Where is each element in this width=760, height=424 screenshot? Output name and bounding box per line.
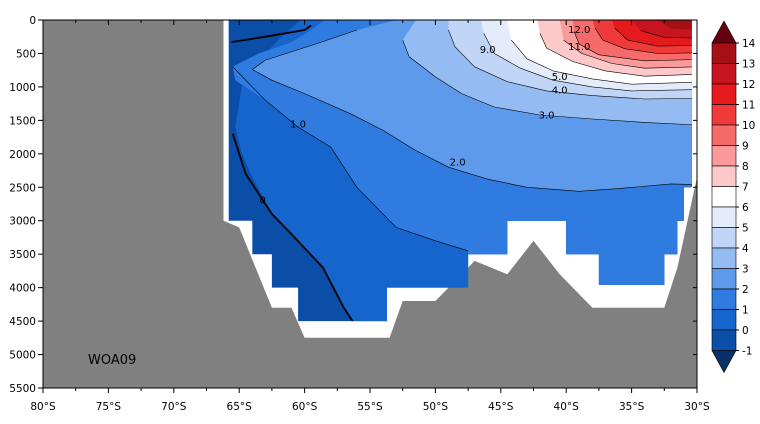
contour-label: 3.0 (539, 111, 555, 122)
colorbar-label: 1 (742, 305, 749, 317)
band-core (228, 20, 285, 37)
contour-4 (448, 29, 692, 100)
contour-3 (402, 39, 692, 126)
colorbar-bin (711, 145, 737, 167)
contour-10 (594, 27, 692, 54)
y-tick-label: 2500 (9, 182, 36, 194)
colorbar-label: 10 (742, 120, 755, 132)
contour-label: 1.0 (290, 119, 306, 130)
colorbar-label: 14 (742, 38, 756, 50)
colorbar-label: 13 (742, 59, 755, 71)
contour-lines (231, 24, 692, 322)
colorbar-top-arrow (711, 20, 737, 44)
y-tick-label: 0 (29, 15, 36, 27)
colorbar-bin (711, 83, 737, 105)
x-tick-label: 45°S (488, 401, 514, 413)
colorbar-bin (711, 186, 737, 208)
colorbar-bin (711, 124, 737, 146)
colorbar-label: 7 (742, 182, 749, 194)
y-tick-label: 1500 (9, 115, 36, 127)
colorbar-label: 8 (742, 161, 749, 173)
colorbar-bin (711, 268, 737, 290)
colorbar-label: 6 (742, 202, 749, 214)
colorbar-label: 2 (742, 284, 749, 296)
colorbar-label: 0 (742, 325, 749, 337)
colorbar-label: 9 (742, 141, 749, 153)
y-tick-label: 4500 (9, 316, 36, 328)
colorbar-bottom-arrow (711, 350, 737, 374)
contour-label: 11.0 (568, 42, 590, 53)
contour-7 (539, 33, 692, 77)
y-tick-label: 3000 (9, 216, 36, 228)
temperature-field (228, 20, 692, 322)
contour-label: 2.0 (450, 158, 466, 169)
colorbar-label: 5 (742, 223, 749, 235)
x-tick-label: 50°S (423, 401, 449, 413)
colorbar-bin (711, 165, 737, 187)
colorbar-bin (711, 42, 737, 64)
x-tick-label: 55°S (357, 401, 383, 413)
contour-12 (640, 30, 692, 39)
colorbar-bin (711, 63, 737, 85)
contour-label: 5.0 (552, 72, 568, 83)
y-tick-label: 500 (16, 48, 36, 60)
plot-area (43, 20, 697, 388)
y-tick-label: 2000 (9, 149, 36, 161)
contour-0 (231, 133, 358, 322)
contour-label: 9.0 (480, 45, 496, 56)
dataset-annotation: WOA09 (88, 353, 136, 368)
band-13 (657, 20, 692, 30)
colorbar-label: -1 (742, 346, 752, 358)
colorbar-label: 12 (742, 79, 755, 91)
contour-8 (563, 39, 692, 69)
axes: 80°S 75°S 70°S 65°S 60°S 55°S 50°S 45°S 40°S 35°S… (9, 15, 710, 413)
colorbar-bin (711, 309, 737, 331)
contour-6 (511, 39, 692, 85)
contour-label: 12.0 (568, 25, 590, 36)
x-tick-label: 80°S (30, 401, 56, 413)
x-tick-label: 70°S (161, 401, 187, 413)
contour-label: 4.0 (552, 85, 568, 96)
contour-label: 0 (260, 196, 266, 207)
colorbar-bin (711, 288, 737, 310)
y-tick-label: 5000 (9, 350, 36, 362)
contour-2 (252, 29, 692, 192)
colorbar-bin (711, 329, 737, 351)
y-tick-label: 4000 (9, 283, 36, 295)
colorbar-bin (711, 227, 737, 249)
contour-5 (483, 33, 692, 92)
contour-0-surface (231, 24, 312, 43)
colorbar-label: 11 (742, 100, 755, 112)
contour-labels: 12.0 11.0 9.0 5.0 4.0 3.0 2.0 1.0 0 (260, 25, 591, 207)
y-tick-label: 5500 (9, 383, 36, 395)
x-tick-label: 30°S (684, 401, 710, 413)
x-tick-label: 35°S (619, 401, 645, 413)
colorbar-label: 4 (742, 243, 749, 255)
colorbar-bin (711, 206, 737, 228)
contour-11 (614, 27, 692, 47)
colorbar-bin (711, 247, 737, 269)
colorbar-label: 3 (742, 264, 749, 276)
x-tick-label: 40°S (554, 401, 580, 413)
x-tick-label: 75°S (96, 401, 122, 413)
contour-1 (232, 66, 469, 252)
y-tick-label: 1000 (9, 82, 36, 94)
colorbar-bin (711, 104, 737, 126)
x-tick-label: 60°S (292, 401, 318, 413)
contour-9 (573, 31, 692, 62)
x-tick-label: 65°S (227, 401, 253, 413)
y-tick-label: 3500 (9, 249, 36, 261)
